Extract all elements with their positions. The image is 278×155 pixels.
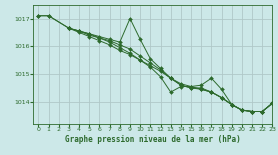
X-axis label: Graphe pression niveau de la mer (hPa): Graphe pression niveau de la mer (hPa) [65, 135, 241, 144]
